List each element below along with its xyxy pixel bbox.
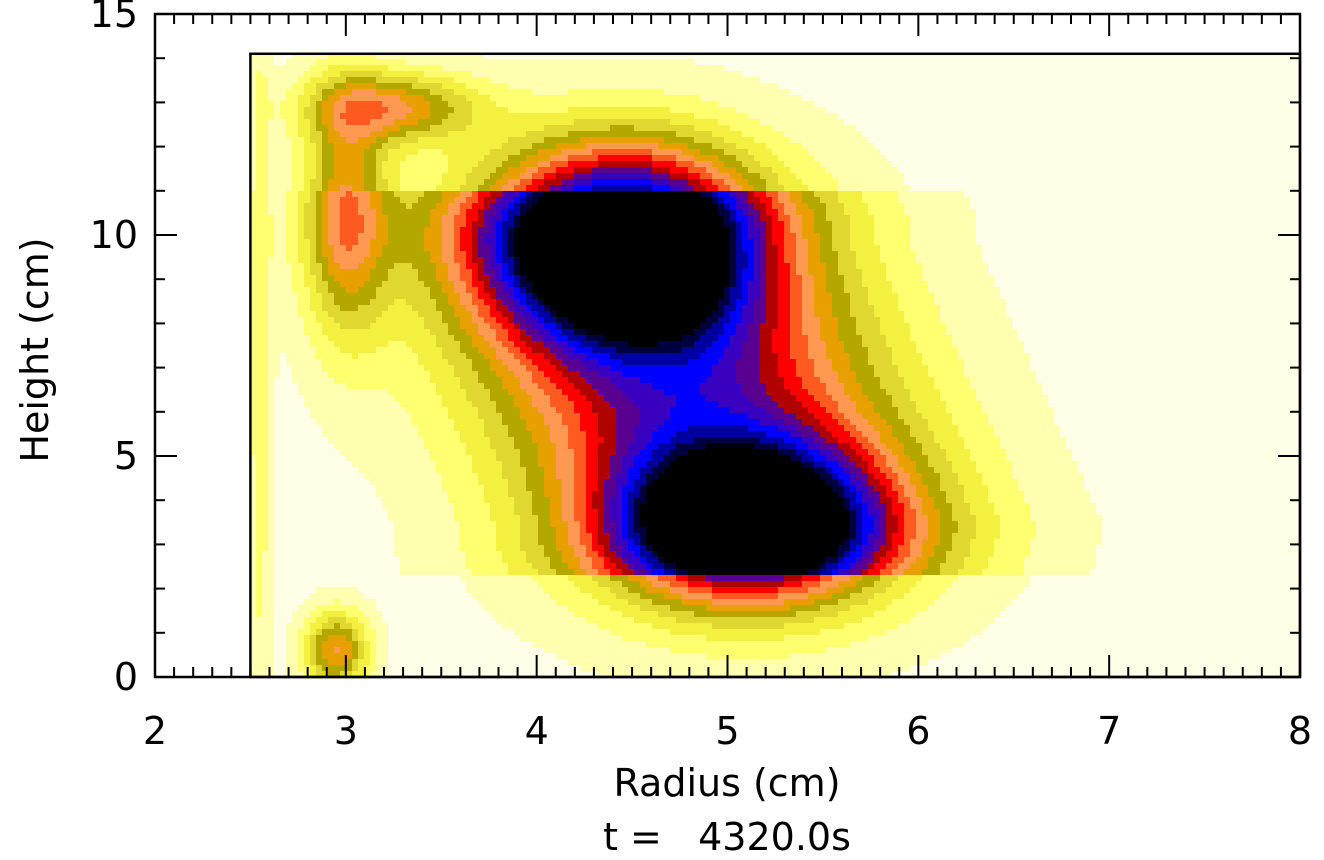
x-tick-label: 3	[334, 709, 358, 753]
y-axis-title: Height (cm)	[13, 237, 57, 462]
y-tick-label: 10	[90, 213, 138, 257]
time-stamp: t = 4320.0s	[603, 815, 851, 859]
x-axis-title: Radius (cm)	[613, 761, 840, 805]
x-tick-label: 2	[143, 709, 167, 753]
x-tick-label: 4	[525, 709, 549, 753]
y-axis-ticks	[155, 13, 1300, 678]
x-tick-label: 5	[715, 709, 739, 753]
x-tick-label: 7	[1097, 709, 1121, 753]
x-axis-ticks	[154, 14, 1301, 677]
y-tick-label: 0	[114, 655, 138, 699]
x-tick-labels: 2 3 4 5 6 7 8	[143, 709, 1312, 753]
x-tick-label: 8	[1288, 709, 1312, 753]
y-tick-labels: 0 5 10 15	[90, 0, 138, 699]
y-tick-label: 15	[90, 0, 138, 36]
x-tick-label: 6	[906, 709, 930, 753]
y-tick-label: 5	[114, 434, 138, 478]
contour-fill	[250, 53, 1301, 677]
